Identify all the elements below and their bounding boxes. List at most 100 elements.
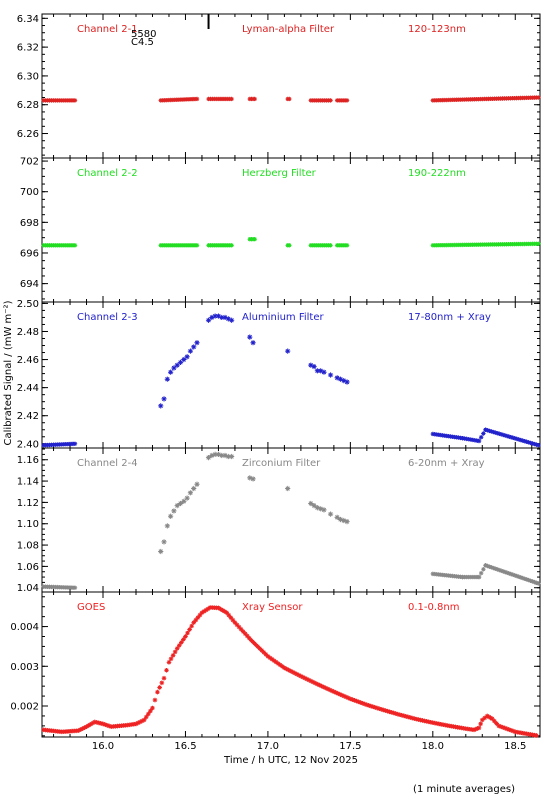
data-point	[78, 727, 83, 732]
data-point	[383, 708, 388, 713]
data-point	[334, 514, 340, 520]
data-point	[222, 609, 227, 614]
data-point	[510, 435, 516, 440]
channel-label: Channel 2-2	[77, 168, 138, 179]
data-point	[485, 428, 490, 433]
data-point	[411, 716, 417, 721]
data-point	[493, 566, 498, 571]
data-point	[82, 725, 87, 730]
data-point	[372, 705, 378, 710]
data-point	[321, 507, 327, 513]
data-point	[148, 708, 153, 714]
data-point	[376, 706, 382, 711]
data-point	[370, 704, 376, 710]
data-point	[329, 688, 335, 694]
data-point	[218, 606, 223, 612]
data-point	[183, 634, 188, 639]
data-point	[508, 728, 514, 733]
panels: 6.26 6.28 6.30 6.32 6.34 Channel 2-1 Lyman-alp…	[10, 13, 541, 752]
data-point	[166, 660, 172, 665]
data-point	[499, 432, 504, 437]
data-point	[193, 617, 199, 623]
flare-class: C4.5	[131, 37, 154, 48]
data-point	[179, 640, 184, 645]
data-point	[510, 728, 516, 734]
data-point	[259, 648, 265, 653]
data-point	[252, 96, 257, 102]
data-point	[346, 695, 351, 701]
y-tick-label: 1.14	[17, 477, 39, 488]
data-point	[181, 356, 187, 363]
data-point	[473, 726, 478, 732]
filter-label: Herzberg Filter	[242, 168, 317, 179]
data-point	[364, 702, 370, 708]
data-point	[313, 680, 318, 686]
data-point	[343, 694, 349, 700]
data-point	[230, 617, 236, 623]
data-point	[294, 671, 300, 677]
y-tick-label: 700	[20, 187, 39, 198]
x-tick-label: 18.5	[504, 741, 526, 752]
data-point	[381, 707, 386, 713]
y-tick-label: 6.28	[17, 100, 39, 111]
data-point	[481, 567, 486, 572]
data-point	[194, 340, 200, 346]
data-point	[341, 378, 347, 384]
data-point	[514, 436, 520, 442]
data-point	[335, 691, 341, 696]
data-point	[489, 565, 494, 570]
data-point	[495, 567, 500, 572]
channel-label: Channel 2-1	[77, 24, 138, 35]
data-point	[171, 365, 177, 371]
data-point	[245, 633, 250, 639]
data-point	[185, 630, 190, 636]
data-point	[172, 649, 178, 655]
y-tick-label: 702	[20, 157, 39, 168]
x-tick-label: 16.5	[174, 741, 196, 752]
data-point	[286, 667, 291, 673]
data-point	[137, 719, 143, 725]
data-point	[502, 725, 508, 731]
data-point	[327, 372, 334, 378]
data-point	[489, 716, 495, 722]
data-point	[75, 728, 81, 733]
data-point	[491, 429, 496, 435]
data-point	[184, 495, 190, 501]
data-point	[528, 578, 533, 583]
data-point	[158, 403, 164, 409]
y-tick-label: 694	[20, 279, 39, 290]
data-point	[174, 362, 180, 368]
data-point	[288, 668, 293, 674]
data-point	[247, 475, 253, 481]
panel-5: 0.002 0.003 0.004 GOES Xray Sensor 0.1-0.8nm 1…	[10, 591, 541, 752]
data-point	[141, 717, 147, 723]
data-point	[534, 580, 539, 585]
y-tick-label: 698	[20, 218, 39, 229]
panel-frame	[41, 591, 541, 738]
y-tick-label: 6.32	[17, 43, 39, 54]
y-axis-label: Calibrated Signal / (mW m⁻²)	[3, 300, 14, 445]
data-point	[161, 396, 167, 402]
data-point	[229, 96, 234, 102]
data-point	[385, 708, 390, 714]
data-point	[72, 441, 78, 446]
y-tick-label: 6.30	[17, 71, 39, 82]
footnote: (1 minute averages)	[413, 784, 515, 795]
y-tick-label: 6.26	[17, 129, 39, 140]
data-point	[534, 442, 539, 447]
data-point	[504, 570, 510, 575]
data-point	[184, 354, 190, 360]
data-point	[290, 669, 295, 675]
y-tick-label: 1.06	[17, 562, 39, 573]
data-point	[72, 98, 78, 103]
data-point	[479, 717, 485, 723]
data-point	[471, 727, 477, 733]
data-point	[257, 646, 262, 651]
data-point	[106, 723, 112, 729]
data-point	[191, 620, 197, 625]
data-point	[475, 726, 480, 731]
data-point	[104, 722, 110, 728]
channel-label: GOES	[77, 602, 105, 613]
data-point	[526, 440, 531, 445]
